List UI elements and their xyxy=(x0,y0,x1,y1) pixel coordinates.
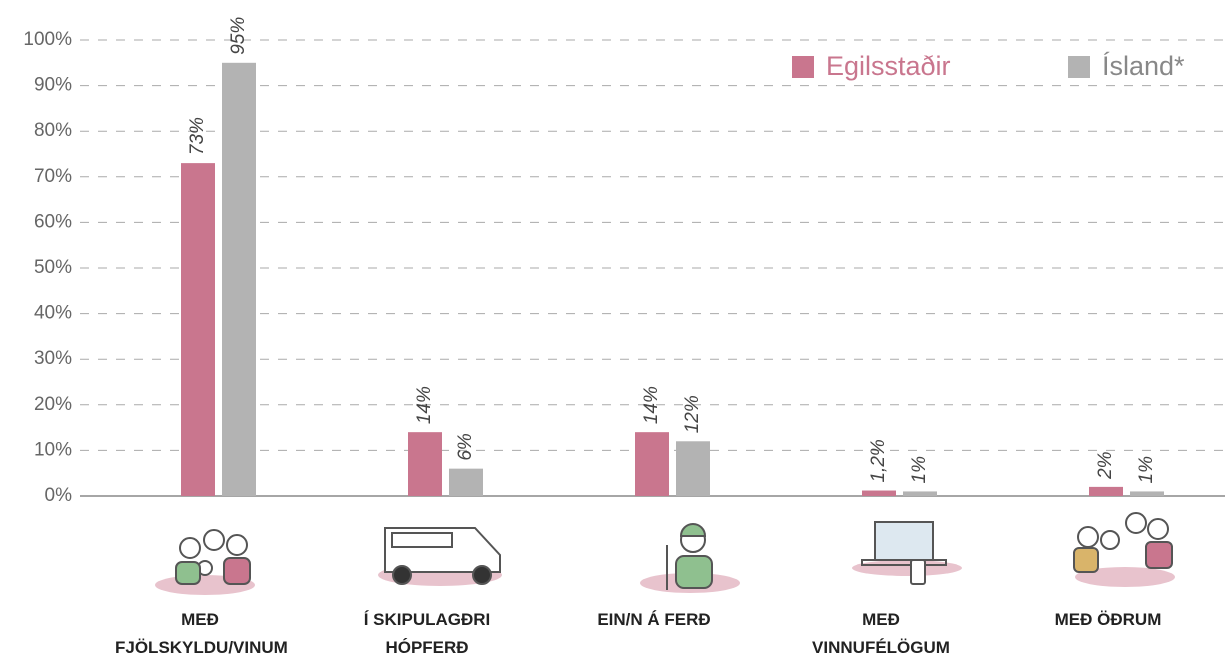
y-tick-label: 40% xyxy=(34,303,72,324)
bar xyxy=(635,432,669,496)
y-tick-label: 30% xyxy=(34,348,72,369)
bar xyxy=(903,491,937,496)
value-label: 1% xyxy=(1136,456,1157,484)
y-tick-label: 0% xyxy=(45,485,73,506)
bar xyxy=(1089,487,1123,496)
x-tick-label: MEÐ FJÖLSKYLDU/VINUM xyxy=(115,606,285,662)
bar xyxy=(181,163,215,496)
bar xyxy=(1130,491,1164,496)
y-tick-label: 50% xyxy=(34,257,72,278)
bar xyxy=(862,491,896,496)
bar xyxy=(449,469,483,496)
icons xyxy=(155,513,1175,595)
value-label: 2% xyxy=(1095,451,1116,480)
y-tick-label: 90% xyxy=(34,75,72,96)
value-label: 6% xyxy=(455,433,476,461)
y-tick-label: 80% xyxy=(34,120,72,141)
chart: Egilsstaðir Ísland* 0% 10% 20% 30% 40% 50% 60%… xyxy=(0,0,1225,662)
legend-swatch xyxy=(792,56,814,78)
x-tick-label: EIN/N Á FERÐ xyxy=(569,606,739,634)
bar xyxy=(408,432,442,496)
legend-swatch xyxy=(1068,56,1090,78)
value-label: 73% xyxy=(187,117,208,155)
x-tick-label: MEÐ ÖÐRUM xyxy=(1023,606,1193,634)
y-tick-label: 70% xyxy=(34,166,72,187)
value-label: 14% xyxy=(641,386,662,424)
legend-label: Ísland* xyxy=(1102,51,1185,81)
value-label: 14% xyxy=(414,386,435,424)
bar xyxy=(676,441,710,496)
x-tick-label: MEÐ VINNUFÉLÖGUM xyxy=(796,606,966,662)
y-tick-label: 100% xyxy=(23,29,72,50)
value-label: 95% xyxy=(228,17,249,55)
value-label: 12% xyxy=(682,395,703,433)
value-label: 1% xyxy=(909,456,930,484)
value-label: 1,2% xyxy=(868,439,889,482)
legend-label: Egilsstaðir xyxy=(826,51,951,81)
chart-page: Egilsstaðir Ísland* 0% 10% 20% 30% 40% 50% 60%… xyxy=(0,0,1225,662)
y-tick-label: 60% xyxy=(34,211,72,232)
x-tick-label: Í SKIPULAGÐRI HÓPFERÐ xyxy=(342,606,512,662)
bar xyxy=(222,63,256,496)
y-tick-label: 10% xyxy=(34,439,72,460)
y-tick-label: 20% xyxy=(34,394,72,415)
